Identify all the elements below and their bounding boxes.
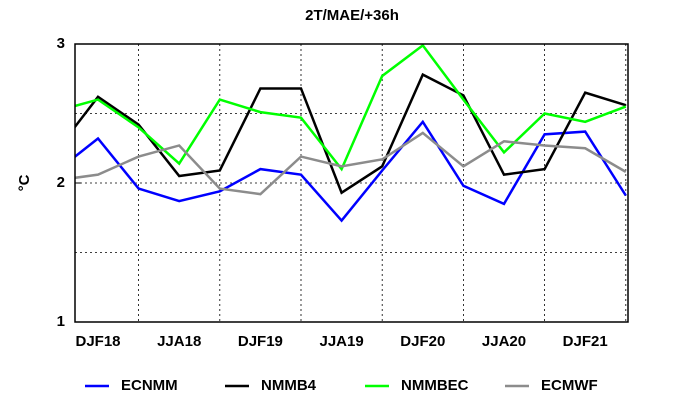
legend-label: NMMBEC — [401, 377, 469, 394]
x-tick-label: DJF18 — [75, 333, 120, 350]
y-tick-label: 1 — [57, 313, 65, 330]
x-tick-label: JJA19 — [319, 333, 363, 350]
x-tick-label: JJA20 — [482, 333, 526, 350]
series-line — [75, 44, 627, 172]
series-line — [75, 119, 627, 223]
x-tick-label: JJA18 — [157, 333, 201, 350]
chart-title: 2T/MAE/+36h — [305, 7, 399, 24]
grid — [75, 44, 628, 322]
legend-label: ECNMM — [121, 377, 178, 394]
x-tick-label: DJF19 — [238, 333, 283, 350]
plot-area — [75, 44, 627, 223]
series-line — [75, 131, 627, 196]
y-axis-label: °C — [16, 174, 33, 191]
legend-label: ECMWF — [541, 377, 598, 394]
legend-label: NMMB4 — [261, 377, 317, 394]
x-tick-label: DJF20 — [400, 333, 445, 350]
y-tick-label: 2 — [57, 174, 65, 191]
y-tick-label: 3 — [57, 35, 65, 52]
series-line — [75, 72, 627, 195]
x-tick-label: DJF21 — [563, 333, 608, 350]
